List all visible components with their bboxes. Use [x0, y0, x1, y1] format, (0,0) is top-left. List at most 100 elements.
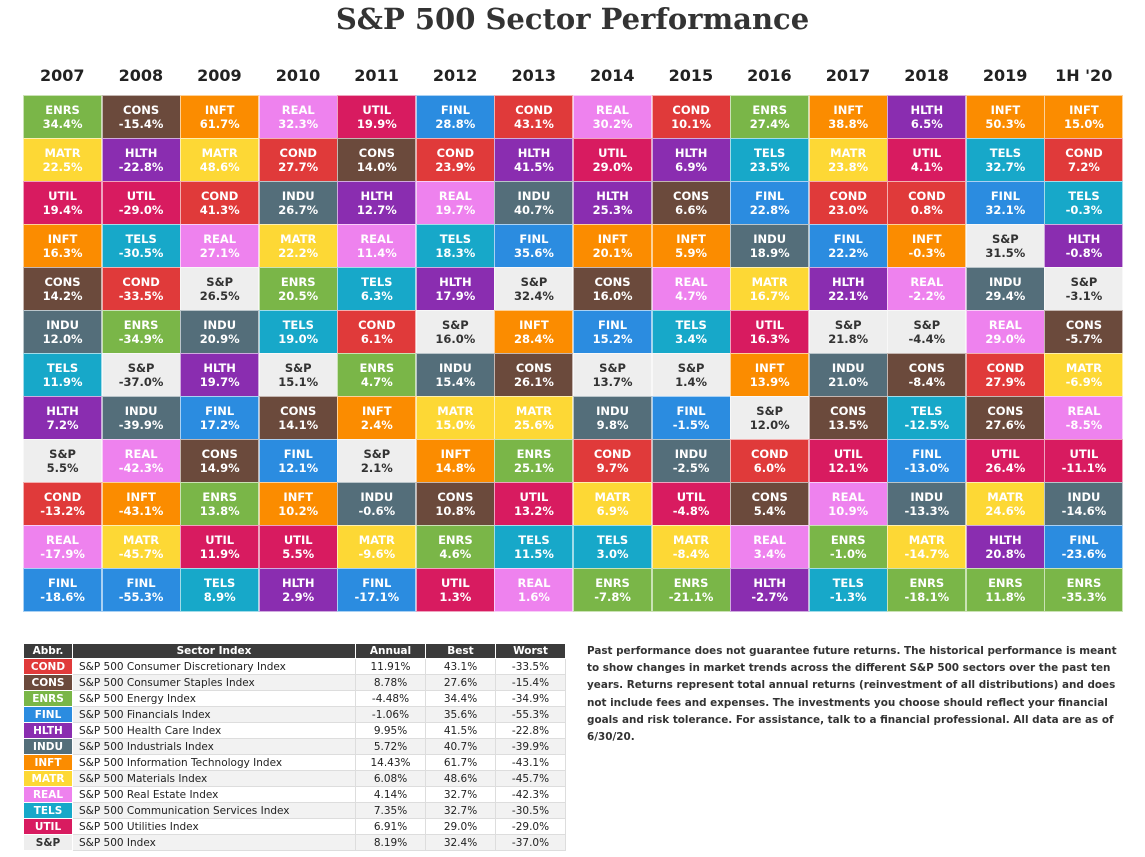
sector-cell: UTIL 26.4%: [965, 439, 1045, 483]
sector-cell: UTIL 13.2%: [494, 482, 574, 526]
legend-annual: 5.72%: [355, 738, 426, 755]
sector-cell: FINL -23.6%: [1044, 525, 1124, 569]
legend-row: ENRS S&P 500 Energy Index -4.48% 34.4% -34.9…: [23, 690, 566, 707]
sector-cell: UTIL 5.5%: [258, 525, 338, 569]
sector-cell: INFT 16.3%: [23, 224, 103, 268]
sector-abbr: S&P: [834, 318, 862, 332]
sector-abbr: MATR: [358, 533, 395, 547]
sector-cell: INDU 40.7%: [494, 181, 574, 225]
sector-cell: S&P -37.0%: [101, 353, 181, 397]
sector-cell: REAL 29.0%: [965, 310, 1045, 354]
sector-cell: S&P 26.5%: [180, 267, 260, 311]
sector-cell: REAL -2.2%: [887, 267, 967, 311]
sector-cell: HLTH -2.7%: [730, 568, 810, 612]
sector-return: 23.5%: [749, 160, 790, 174]
sector-abbr: HLTH: [989, 533, 1022, 547]
sector-abbr: FINL: [440, 103, 470, 117]
sector-cell: S&P 12.0%: [730, 396, 810, 440]
sector-cell: TELS -12.5%: [887, 396, 967, 440]
sector-return: 5.5%: [282, 547, 315, 561]
sector-cell: HLTH 25.3%: [573, 181, 653, 225]
sector-cell: HLTH 6.9%: [651, 138, 731, 182]
sector-return: 34.4%: [42, 117, 83, 131]
legend-header-cell: Sector Index: [72, 643, 356, 659]
sector-return: 30.2%: [592, 117, 633, 131]
sector-return: 43.1%: [514, 117, 554, 131]
sector-abbr: INFT: [1069, 103, 1099, 117]
sector-return: -33.5%: [118, 289, 164, 303]
sector-cell: S&P 31.5%: [965, 224, 1045, 268]
sector-abbr: REAL: [831, 490, 865, 504]
sector-return: 23.8%: [828, 160, 869, 174]
sector-cell: FINL 35.6%: [494, 224, 574, 268]
sector-cell: INFT 28.4%: [494, 310, 574, 354]
sector-abbr: REAL: [1067, 404, 1101, 418]
sector-return: 3.4%: [675, 332, 708, 346]
sector-abbr: COND: [200, 189, 239, 203]
legend-annual: 6.91%: [355, 818, 426, 835]
sector-return: 15.4%: [435, 375, 476, 389]
sector-return: -8.5%: [1065, 418, 1103, 432]
sector-return: 22.2%: [278, 246, 319, 260]
year-header: 2017: [825, 66, 871, 85]
legend-best: 32.4%: [425, 834, 496, 851]
legend-best: 32.7%: [425, 786, 496, 803]
sector-abbr: MATR: [280, 232, 317, 246]
sector-return: 19.4%: [42, 203, 83, 217]
sector-cell: MATR 15.0%: [415, 396, 495, 440]
sector-return: 15.0%: [1064, 117, 1104, 131]
sector-cell: COND 10.1%: [651, 95, 731, 139]
sector-cell: INDU -2.5%: [651, 439, 731, 483]
sector-abbr: CONS: [673, 189, 710, 203]
sector-return: 16.0%: [435, 332, 476, 346]
sector-abbr: ENRS: [202, 490, 237, 504]
sector-cell: S&P 1.4%: [651, 353, 731, 397]
sector-return: 27.4%: [749, 117, 790, 131]
legend-annual: 14.43%: [355, 754, 426, 771]
year-header: 2016: [747, 66, 792, 85]
sector-return: 14.9%: [199, 461, 240, 475]
legend-abbr: CONS: [23, 674, 73, 691]
sector-cell: TELS 11.9%: [23, 353, 103, 397]
sector-abbr: CONS: [123, 103, 160, 117]
sector-cell: MATR 22.2%: [258, 224, 338, 268]
legend-abbr: MATR: [23, 770, 73, 787]
sector-return: 19.9%: [356, 117, 397, 131]
sector-return: 4.1%: [910, 160, 943, 174]
sector-return: 21.8%: [828, 332, 869, 346]
sector-return: 11.8%: [985, 590, 1026, 604]
sector-abbr: FINL: [283, 447, 313, 461]
sector-cell: REAL -42.3%: [101, 439, 181, 483]
sector-abbr: MATR: [123, 533, 160, 547]
sector-cell: INDU 29.4%: [965, 267, 1045, 311]
sector-cell: INFT 14.8%: [415, 439, 495, 483]
legend-sector-name: S&P 500 Consumer Discretionary Index: [72, 658, 356, 675]
sector-return: -4.8%: [672, 504, 710, 518]
sector-return: 17.2%: [199, 418, 240, 432]
sector-cell: COND 23.0%: [808, 181, 888, 225]
sector-cell: FINL 12.1%: [258, 439, 338, 483]
sector-cell: MATR 23.8%: [808, 138, 888, 182]
sector-abbr: ENRS: [516, 447, 552, 461]
sector-abbr: TELS: [832, 576, 864, 590]
sector-return: 4.7%: [360, 375, 393, 389]
sector-return: -1.0%: [829, 547, 867, 561]
sector-abbr: INDU: [674, 447, 708, 461]
sector-cell: ENRS 4.7%: [337, 353, 417, 397]
legend-sector-name: S&P 500 Financials Index: [72, 706, 356, 723]
sector-return: -13.0%: [904, 461, 950, 475]
sector-abbr: HLTH: [1067, 232, 1101, 246]
sector-cell: INFT 15.0%: [1044, 95, 1124, 139]
sector-cell: REAL 11.4%: [337, 224, 417, 268]
sector-return: 22.5%: [42, 160, 83, 174]
sector-abbr: S&P: [1070, 275, 1098, 289]
sector-return: -0.8%: [1065, 246, 1103, 260]
sector-return: 19.7%: [199, 375, 240, 389]
sector-return: 23.9%: [435, 160, 476, 174]
sector-abbr: ENRS: [830, 533, 866, 547]
sector-abbr: TELS: [989, 146, 1022, 160]
legend-worst: -15.4%: [495, 674, 566, 691]
sector-cell: CONS 26.1%: [494, 353, 574, 397]
sector-abbr: S&P: [49, 447, 76, 461]
sector-return: 2.4%: [360, 418, 393, 432]
